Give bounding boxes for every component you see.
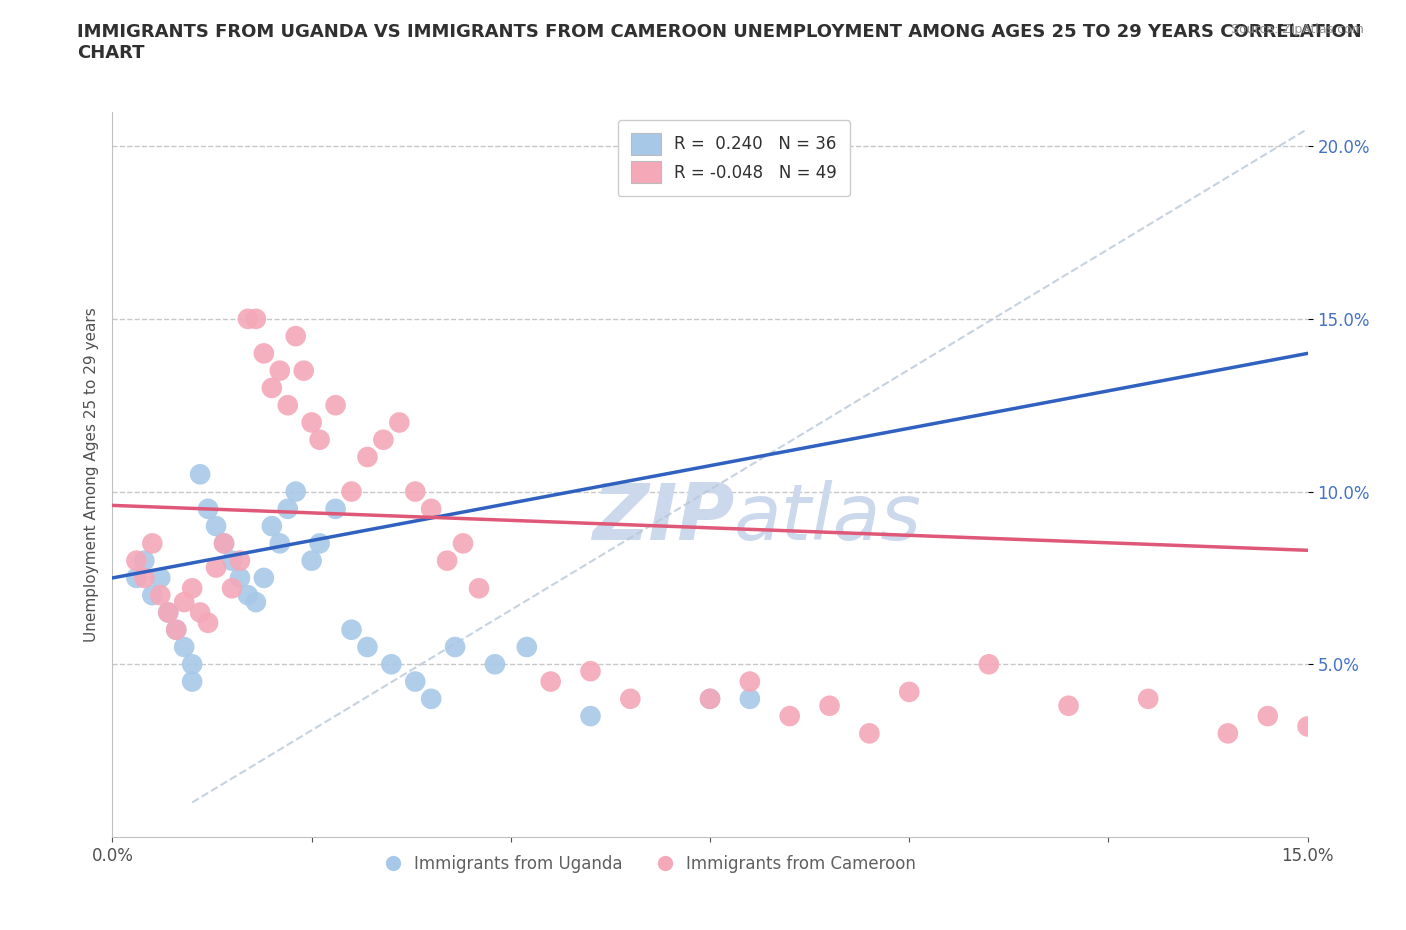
Point <box>1216 726 1239 741</box>
Point <box>212 536 235 551</box>
Point <box>436 553 458 568</box>
Point <box>340 622 363 637</box>
Point <box>516 640 538 655</box>
Point <box>340 485 363 499</box>
Point <box>245 312 267 326</box>
Point <box>444 640 467 655</box>
Point <box>149 570 172 585</box>
Point <box>404 485 426 499</box>
Point <box>181 657 204 671</box>
Point <box>356 640 378 655</box>
Point <box>1137 691 1160 706</box>
Point <box>197 501 219 516</box>
Point <box>284 485 307 499</box>
Point <box>229 570 252 585</box>
Point <box>484 657 506 671</box>
Point <box>373 432 395 447</box>
Point <box>1296 719 1319 734</box>
Point <box>134 570 156 585</box>
Point <box>173 594 195 609</box>
Point <box>260 519 283 534</box>
Point <box>229 553 252 568</box>
Point <box>284 328 307 343</box>
Point <box>540 674 562 689</box>
Point <box>1057 698 1080 713</box>
Point <box>141 588 163 603</box>
Text: atlas: atlas <box>734 480 922 556</box>
Point <box>301 415 323 430</box>
Point <box>125 570 148 585</box>
Point <box>157 605 180 620</box>
Point <box>738 674 761 689</box>
Point <box>818 698 841 713</box>
Point <box>236 588 259 603</box>
Point <box>380 657 402 671</box>
Point <box>619 691 641 706</box>
Point <box>1257 709 1279 724</box>
Point <box>325 501 347 516</box>
Point <box>165 622 187 637</box>
Point <box>253 570 276 585</box>
Point <box>253 346 276 361</box>
Point <box>579 664 602 679</box>
Point <box>236 312 259 326</box>
Point <box>269 364 291 379</box>
Point <box>451 536 474 551</box>
Text: Source: ZipAtlas.com: Source: ZipAtlas.com <box>1230 23 1364 36</box>
Text: IMMIGRANTS FROM UGANDA VS IMMIGRANTS FROM CAMEROON UNEMPLOYMENT AMONG AGES 25 TO: IMMIGRANTS FROM UGANDA VS IMMIGRANTS FRO… <box>77 23 1362 62</box>
Point <box>468 581 491 596</box>
Point <box>699 691 721 706</box>
Point <box>277 501 299 516</box>
Point <box>157 605 180 620</box>
Point <box>269 536 291 551</box>
Point <box>197 616 219 631</box>
Point <box>325 398 347 413</box>
Point <box>898 684 921 699</box>
Point <box>292 364 315 379</box>
Point <box>738 691 761 706</box>
Point <box>212 536 235 551</box>
Point <box>388 415 411 430</box>
Point <box>205 560 228 575</box>
Point <box>181 674 204 689</box>
Point <box>420 691 443 706</box>
Point <box>188 605 211 620</box>
Point <box>977 657 1000 671</box>
Point <box>858 726 880 741</box>
Legend: Immigrants from Uganda, Immigrants from Cameroon: Immigrants from Uganda, Immigrants from … <box>378 848 922 880</box>
Point <box>149 588 172 603</box>
Point <box>205 519 228 534</box>
Point <box>141 536 163 551</box>
Point <box>579 709 602 724</box>
Point <box>308 432 330 447</box>
Point <box>404 674 426 689</box>
Point <box>221 581 243 596</box>
Y-axis label: Unemployment Among Ages 25 to 29 years: Unemployment Among Ages 25 to 29 years <box>83 307 98 642</box>
Point <box>173 640 195 655</box>
Point <box>699 691 721 706</box>
Point <box>188 467 211 482</box>
Point <box>165 622 187 637</box>
Point <box>308 536 330 551</box>
Point <box>134 553 156 568</box>
Point <box>356 449 378 464</box>
Point <box>301 553 323 568</box>
Point <box>260 380 283 395</box>
Point <box>221 553 243 568</box>
Point <box>420 501 443 516</box>
Point <box>181 581 204 596</box>
Point <box>245 594 267 609</box>
Point <box>779 709 801 724</box>
Point <box>277 398 299 413</box>
Point <box>125 553 148 568</box>
Text: ZIP: ZIP <box>592 480 734 556</box>
